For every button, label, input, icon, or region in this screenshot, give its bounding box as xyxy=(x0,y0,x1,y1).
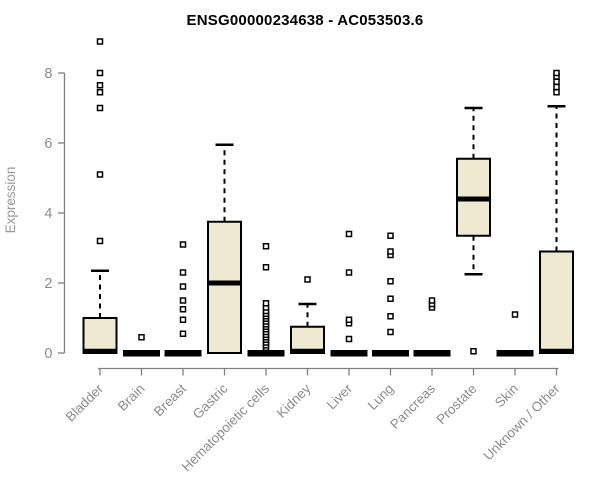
outlier-point-hematopoietic-cells xyxy=(262,264,270,271)
outlier-point-pancreas xyxy=(428,297,436,304)
outlier-point-hematopoietic-cells xyxy=(262,300,270,307)
x-tick-label-unknown-other: Unknown / Other xyxy=(480,381,563,464)
box-unknown-other xyxy=(539,250,574,354)
x-tick-label-kidney: Kidney xyxy=(274,381,314,421)
outlier-point-bladder xyxy=(96,171,104,178)
outlier-point-hematopoietic-cells xyxy=(262,243,270,250)
outlier-point-bladder xyxy=(96,89,104,96)
box-liver xyxy=(330,350,368,357)
outlier-point-liver xyxy=(345,269,353,276)
outlier-point-unknown-other xyxy=(553,89,560,96)
x-tick-label-bladder: Bladder xyxy=(63,381,107,425)
y-tick-label-6: 6 xyxy=(44,136,52,152)
box-lung xyxy=(372,350,409,357)
outlier-point-bladder xyxy=(96,82,104,89)
outlier-point-breast xyxy=(179,316,187,323)
chart-title: ENSG00000234638 - AC053503.6 xyxy=(186,12,424,29)
box-breast xyxy=(164,350,202,357)
outlier-point-bladder xyxy=(96,237,104,245)
outlier-point-breast xyxy=(179,283,187,290)
outlier-point-unknown-other xyxy=(553,69,560,77)
outlier-point-lung xyxy=(387,248,394,255)
box-bladder xyxy=(82,317,118,354)
box-hematopoietic-cells xyxy=(247,350,285,357)
box-brain xyxy=(123,350,160,357)
outlier-point-lung xyxy=(387,232,394,239)
box-pancreas xyxy=(413,350,451,357)
outlier-point-lung xyxy=(387,278,394,285)
outlier-point-unknown-other xyxy=(553,83,560,91)
outlier-point-breast xyxy=(179,330,187,337)
box-gastric xyxy=(207,220,242,354)
outlier-point-lung xyxy=(387,328,394,336)
x-tick-label-brain: Brain xyxy=(115,381,148,414)
y-axis-title: Expression xyxy=(3,167,18,234)
x-tick-label-pancreas: Pancreas xyxy=(387,381,438,432)
outlier-point-breast xyxy=(179,241,187,248)
y-tick-label-8: 8 xyxy=(44,66,52,82)
outlier-point-bladder xyxy=(96,104,104,112)
outlier-point-unknown-other xyxy=(553,78,560,85)
outlier-point-kidney xyxy=(304,276,311,283)
x-tick-label-liver: Liver xyxy=(324,381,356,413)
outlier-point-skin xyxy=(511,311,519,318)
outlier-point-breast xyxy=(179,306,187,313)
outlier-point-liver xyxy=(345,316,353,323)
y-tick-label-0: 0 xyxy=(44,346,52,362)
x-tick-label-gastric: Gastric xyxy=(190,381,231,422)
outlier-point-lung xyxy=(387,313,394,320)
outlier-point-liver xyxy=(345,335,353,343)
outlier-point-bladder xyxy=(96,69,104,77)
outlier-point-brain xyxy=(138,334,145,341)
outlier-point-prostate xyxy=(470,348,477,355)
outlier-point-breast xyxy=(179,297,187,304)
box-skin xyxy=(496,350,534,357)
outlier-point-bladder xyxy=(96,38,104,45)
outlier-point-liver xyxy=(345,230,353,238)
outlier-point-breast xyxy=(179,269,187,276)
x-tick-label-breast: Breast xyxy=(151,381,189,419)
outlier-point-lung xyxy=(387,295,394,302)
y-tick-label-4: 4 xyxy=(44,206,52,222)
box-kidney xyxy=(290,325,325,354)
x-tick-label-prostate: Prostate xyxy=(433,381,479,427)
x-tick-label-lung: Lung xyxy=(365,381,397,413)
x-tick-label-skin: Skin xyxy=(492,381,521,410)
y-tick-label-2: 2 xyxy=(44,276,52,292)
